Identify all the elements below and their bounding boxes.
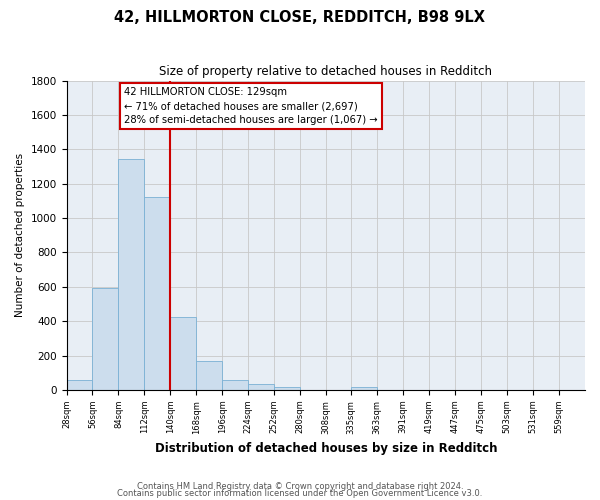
Text: 42 HILLMORTON CLOSE: 129sqm
← 71% of detached houses are smaller (2,697)
28% of : 42 HILLMORTON CLOSE: 129sqm ← 71% of det… — [124, 88, 377, 126]
Bar — [67, 380, 92, 390]
Bar — [92, 288, 118, 390]
Text: 42, HILLMORTON CLOSE, REDDITCH, B98 9LX: 42, HILLMORTON CLOSE, REDDITCH, B98 9LX — [115, 10, 485, 25]
Bar — [196, 360, 223, 390]
X-axis label: Distribution of detached houses by size in Redditch: Distribution of detached houses by size … — [155, 442, 497, 455]
Bar — [274, 388, 300, 390]
Bar — [351, 386, 377, 390]
Bar — [118, 159, 145, 390]
Y-axis label: Number of detached properties: Number of detached properties — [15, 153, 25, 318]
Bar — [223, 380, 248, 390]
Text: Contains public sector information licensed under the Open Government Licence v3: Contains public sector information licen… — [118, 489, 482, 498]
Text: Contains HM Land Registry data © Crown copyright and database right 2024.: Contains HM Land Registry data © Crown c… — [137, 482, 463, 491]
Bar — [248, 384, 274, 390]
Bar — [170, 317, 196, 390]
Bar — [145, 198, 170, 390]
Title: Size of property relative to detached houses in Redditch: Size of property relative to detached ho… — [159, 65, 492, 78]
